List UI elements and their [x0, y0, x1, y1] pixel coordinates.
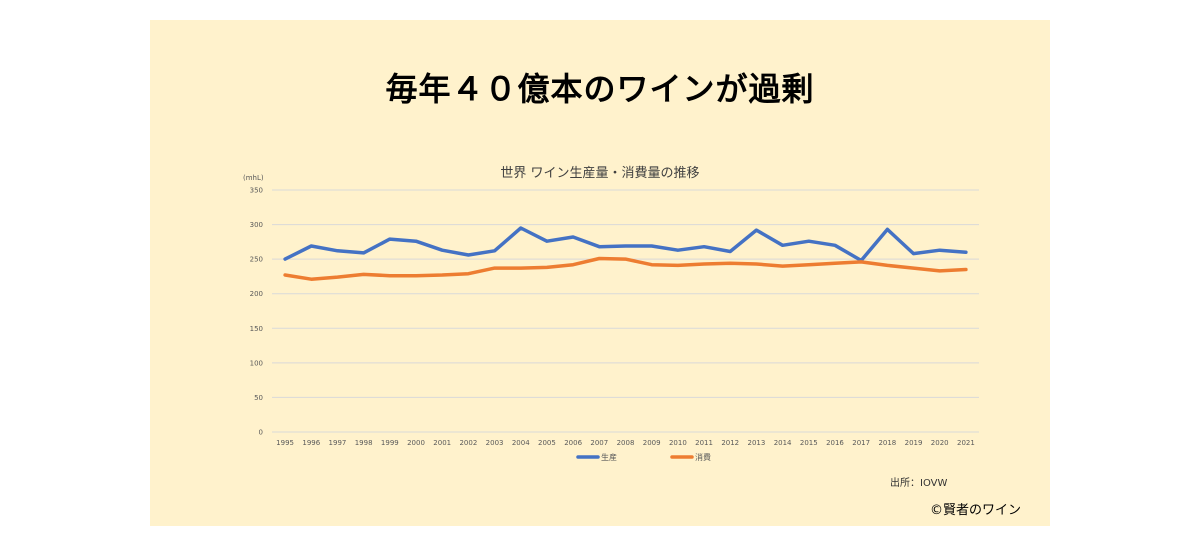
x-tick-label: 2011	[695, 439, 713, 447]
y-tick-label: 250	[250, 256, 263, 264]
y-tick-label: 350	[250, 187, 263, 195]
y-tick-label: 0	[259, 429, 263, 437]
y-tick-label: 50	[254, 394, 263, 402]
source-note: 出所：IOVW	[890, 478, 948, 489]
y-axis-ticks: 0 50 100 150 200 250 300 350	[250, 187, 263, 437]
x-tick-label: 1996	[302, 439, 320, 447]
x-tick-label: 2019	[905, 439, 923, 447]
x-tick-label: 1995	[276, 439, 294, 447]
x-tick-label: 2020	[931, 439, 949, 447]
legend-label: 消費	[695, 452, 711, 462]
x-tick-label: 2008	[617, 439, 635, 447]
x-tick-label: 2003	[486, 439, 504, 447]
x-tick-label: 2017	[852, 439, 870, 447]
y-unit-label: (mhL)	[243, 174, 264, 182]
y-tick-label: 200	[250, 290, 263, 298]
legend: 生産 消費	[576, 452, 711, 462]
x-tick-label: 2007	[590, 439, 608, 447]
main-title: 毎年４０億本のワインが過剰	[385, 70, 815, 108]
x-tick-label: 2012	[721, 439, 739, 447]
x-tick-label: 2014	[774, 439, 792, 447]
x-tick-label: 1997	[329, 439, 347, 447]
x-tick-label: 2004	[512, 439, 530, 447]
x-tick-label: 2018	[878, 439, 896, 447]
chart-title: 世界 ワイン生産量・消費量の推移	[500, 166, 700, 181]
x-tick-label: 2021	[957, 439, 975, 447]
gridlines	[272, 189, 979, 433]
x-tick-label: 2005	[538, 439, 556, 447]
chart-panel	[150, 20, 1050, 526]
x-tick-label: 2016	[826, 439, 844, 447]
x-tick-label: 2010	[669, 439, 687, 447]
series-line	[283, 226, 968, 263]
x-axis-ticks: 1995 1996 1997 1998 1999 2000 2001 2002 2003 2004…	[276, 439, 975, 447]
x-tick-label: 2006	[564, 439, 582, 447]
x-tick-label: 1998	[355, 439, 373, 447]
y-tick-label: 150	[250, 325, 263, 333]
x-tick-label: 2001	[433, 439, 451, 447]
x-tick-label: 2002	[459, 439, 477, 447]
x-tick-label: 2013	[748, 439, 766, 447]
x-tick-label: 2009	[643, 439, 661, 447]
x-tick-label: 1999	[381, 439, 399, 447]
y-tick-label: 100	[250, 359, 263, 367]
series-line	[283, 256, 968, 281]
series-lines	[283, 226, 968, 281]
x-tick-label: 2000	[407, 439, 425, 447]
legend-label: 生産	[601, 452, 617, 462]
copyright: ©賢者のワイン	[930, 503, 1022, 518]
x-tick-label: 2015	[800, 439, 818, 447]
y-tick-label: 300	[250, 221, 263, 229]
